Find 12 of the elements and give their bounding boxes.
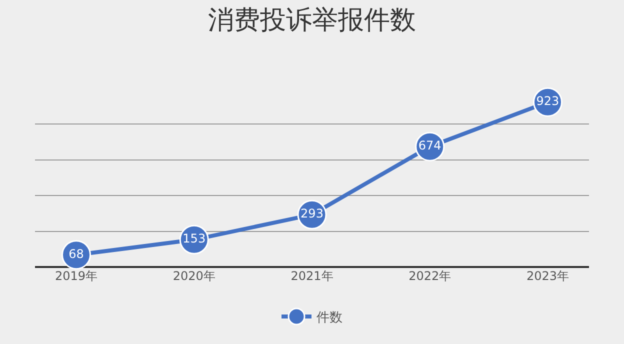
data-label: 293 [300,206,324,221]
legend-label: 件数 [316,310,342,326]
x-tick-label: 2022年 [408,269,452,283]
x-tick-label: 2021年 [290,269,334,283]
data-label: 68 [68,246,84,261]
x-tick-label: 2023年 [526,269,570,283]
data-label: 153 [182,232,206,246]
data-label: 923 [536,94,560,108]
x-tick-label: 2019年 [54,269,98,283]
data-label: 674 [418,138,442,153]
x-tick-label: 2020年 [172,269,216,283]
chart-title: 消费投诉举报件数 [208,6,416,36]
